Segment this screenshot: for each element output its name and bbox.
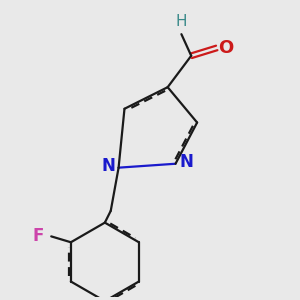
Text: N: N xyxy=(180,153,194,171)
Text: F: F xyxy=(33,227,44,245)
Text: O: O xyxy=(218,39,233,57)
Text: N: N xyxy=(102,157,116,175)
Text: H: H xyxy=(176,14,187,29)
